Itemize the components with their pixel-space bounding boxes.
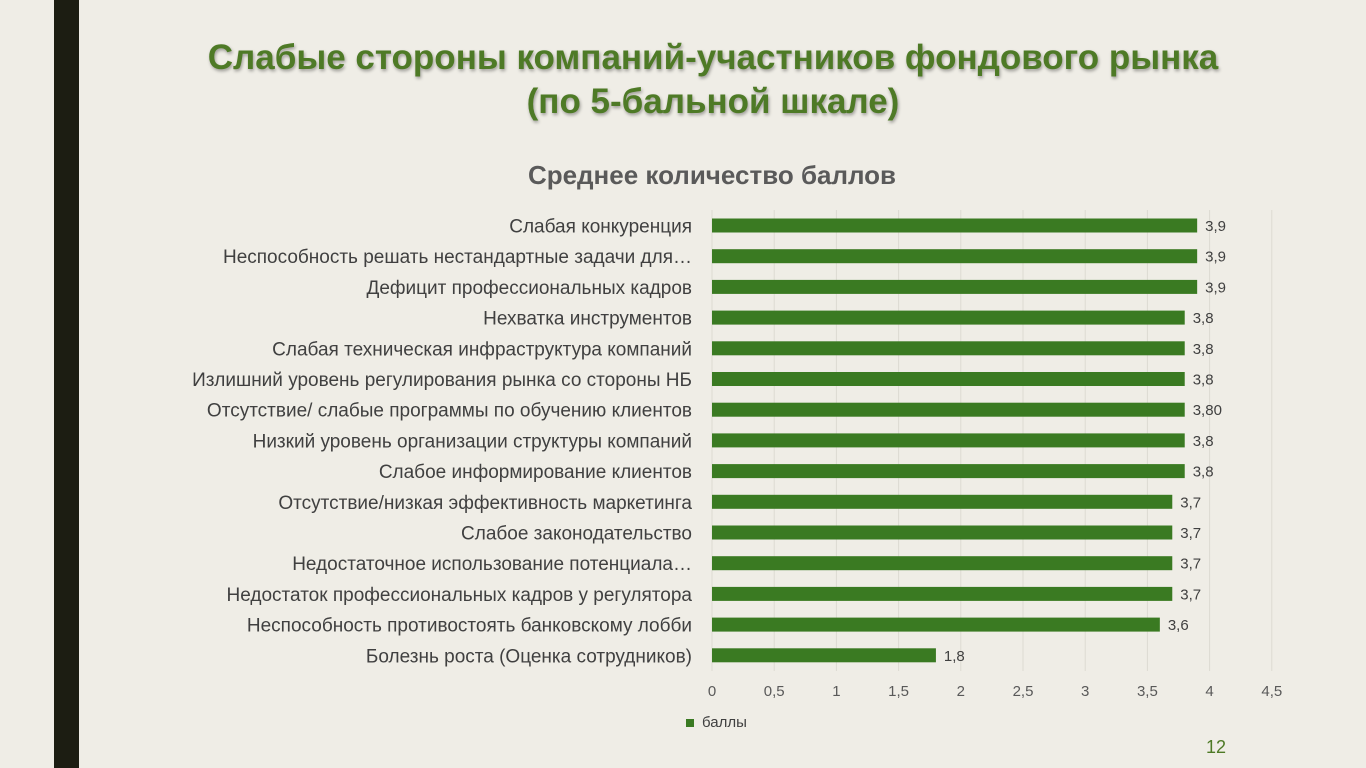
x-tick-label: 4,5 [1261, 683, 1282, 700]
x-tick-label: 3,5 [1137, 683, 1158, 700]
value-label: 3,7 [1180, 556, 1201, 573]
x-tick-label: 0,5 [764, 683, 785, 700]
slide-title-line-1: Слабые стороны компаний-участников фондо… [207, 38, 1219, 77]
category-label: Отсутствие/ слабые программы по обучению… [207, 401, 692, 422]
category-label: Отсутствие/низкая эффективность маркетин… [278, 493, 692, 514]
category-label: Болезнь роста (Оценка сотрудников) [366, 646, 692, 667]
value-label: 3,80 [1193, 402, 1222, 419]
x-tick-label: 2,5 [1013, 683, 1034, 700]
bar [712, 648, 936, 663]
slide-title-line-2: (по 5-бальной шкале) [526, 82, 900, 121]
chart-title: Среднее количество баллов [527, 160, 897, 190]
value-label: 3,8 [1193, 341, 1214, 358]
bar [712, 433, 1185, 448]
bar [712, 494, 1173, 509]
bar [712, 249, 1198, 264]
category-label: Слабое законодательство [461, 524, 692, 545]
bar [712, 586, 1173, 601]
chart-legend: баллы [686, 714, 747, 731]
value-label: 3,7 [1180, 494, 1201, 511]
bar [712, 218, 1198, 233]
value-label: 3,9 [1205, 279, 1226, 296]
bar [712, 525, 1173, 540]
value-label: 3,8 [1193, 464, 1214, 481]
value-label: 3,8 [1193, 372, 1214, 389]
category-label: Слабое информирование клиентов [379, 462, 692, 483]
x-tick-label: 1,5 [888, 683, 909, 700]
legend-swatch [686, 718, 694, 727]
bar [712, 310, 1185, 325]
category-label: Неспособность решать нестандартные задач… [223, 247, 692, 268]
category-label: Дефицит профессиональных кадров [366, 278, 692, 299]
bar [712, 556, 1173, 571]
category-label: Слабая конкуренция [509, 217, 692, 238]
value-label: 1,8 [944, 648, 965, 665]
bar [712, 464, 1185, 479]
value-label: 3,9 [1205, 249, 1226, 266]
category-label: Неспособность противостоять банковскому … [247, 616, 692, 637]
category-label: Недостаток профессиональных кадров у рег… [227, 585, 693, 606]
bar [712, 402, 1185, 417]
x-tick-label: 0 [708, 683, 716, 700]
category-label: Недостаточное использование потенциала… [292, 554, 692, 575]
x-tick-label: 3 [1081, 683, 1089, 700]
bar [712, 341, 1185, 356]
value-label: 3,7 [1180, 525, 1201, 542]
bar [712, 279, 1198, 294]
x-tick-label: 1 [832, 683, 840, 700]
category-label: Слабая техническая инфраструктура компан… [272, 339, 692, 360]
value-label: 3,7 [1180, 586, 1201, 603]
category-label: Нехватка инструментов [483, 309, 692, 330]
value-label: 3,8 [1193, 310, 1214, 327]
value-label: 3,8 [1193, 433, 1214, 450]
category-label: Низкий уровень организации структуры ком… [253, 431, 692, 452]
x-tick-label: 4 [1205, 683, 1213, 700]
value-label: 3,9 [1205, 218, 1226, 235]
bar [712, 617, 1160, 632]
category-label: Излишний уровень регулирования рынка со … [192, 370, 692, 391]
page-number: 12 [1206, 737, 1227, 757]
legend-label: баллы [702, 714, 747, 731]
slide-title: Слабые стороны компаний-участников фондо… [170, 36, 1256, 124]
value-label: 3,6 [1168, 617, 1189, 634]
left-accent-bar [54, 0, 79, 768]
x-tick-label: 2 [957, 683, 965, 700]
bar [712, 372, 1185, 386]
